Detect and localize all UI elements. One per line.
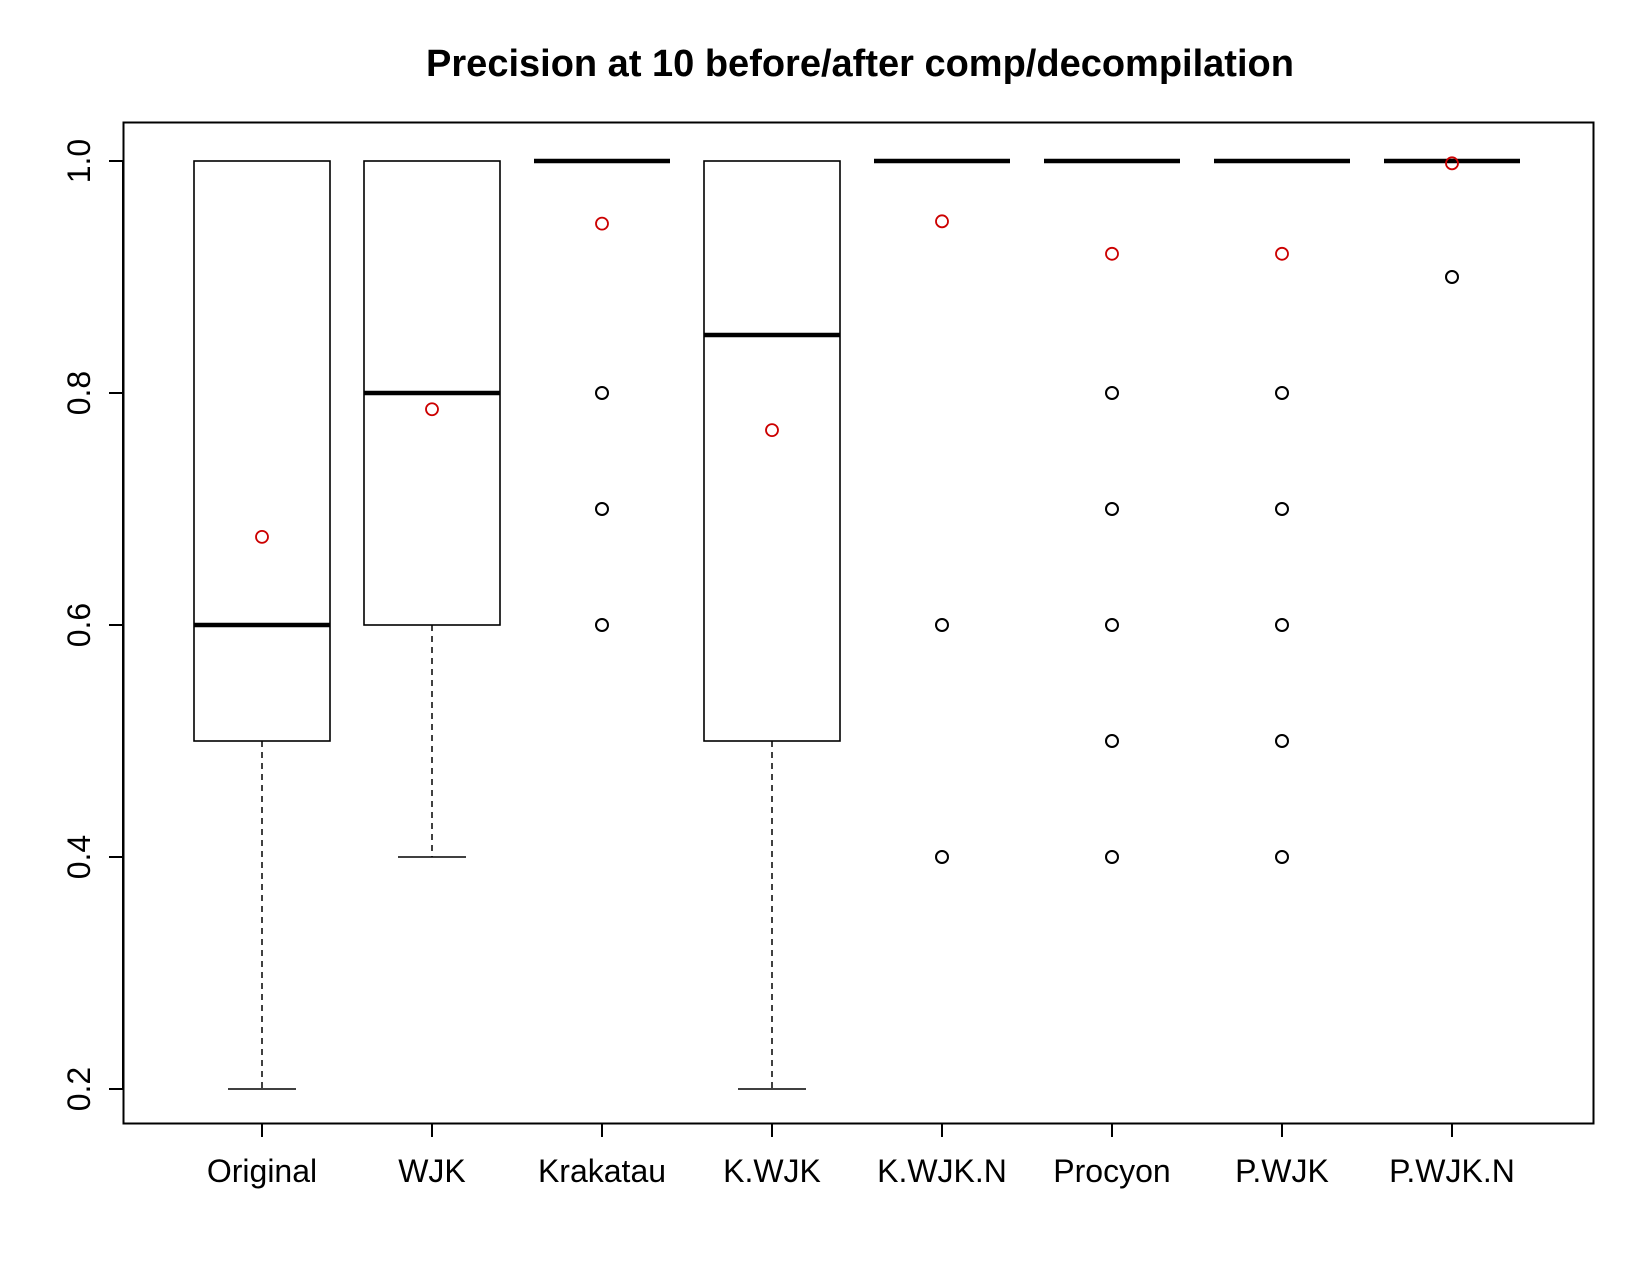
boxes-group — [193, 156, 1520, 1090]
x-tick-label: P.WJK — [1235, 1153, 1329, 1189]
mean-point — [595, 216, 609, 231]
outlier-point — [1275, 618, 1289, 632]
x-tick-label: Original — [207, 1153, 317, 1189]
chart-title: Precision at 10 before/after comp/decomp… — [426, 43, 1294, 85]
y-tick-label: 0.2 — [61, 1067, 97, 1111]
box-k-wjk — [703, 160, 841, 1090]
x-tick-label: Krakatau — [538, 1153, 666, 1189]
x-tick-label: P.WJK.N — [1389, 1153, 1515, 1189]
outlier-point — [1105, 502, 1119, 516]
outlier-point — [595, 618, 609, 632]
outlier-point — [595, 502, 609, 516]
box-krakatau — [534, 158, 670, 632]
mean-point — [1445, 156, 1459, 171]
outlier-point — [1275, 502, 1289, 516]
y-tick-label: 0.6 — [61, 603, 97, 647]
x-tick-label: WJK — [398, 1153, 466, 1189]
mean-point — [425, 402, 439, 417]
plot-frame — [122, 121, 1595, 1125]
box-k-wjk-n — [874, 158, 1010, 864]
outlier-point — [1275, 386, 1289, 400]
mean-point — [255, 529, 269, 544]
outlier-point — [935, 618, 949, 632]
outlier-point — [1105, 850, 1119, 864]
box-p-wjk — [1214, 158, 1350, 864]
outlier-point — [1105, 386, 1119, 400]
x-axis: Original WJK Krakatau K.WJK K.WJK.N Procyon P.… — [207, 1123, 1515, 1189]
outlier-point — [1105, 618, 1119, 632]
outlier-point — [935, 850, 949, 864]
outlier-point — [1105, 734, 1119, 748]
mean-point — [935, 214, 949, 229]
y-tick-label: 1.0 — [61, 139, 97, 183]
box-procyon — [1044, 158, 1180, 864]
x-tick-label: K.WJK — [723, 1153, 821, 1189]
outlier-point — [595, 386, 609, 400]
y-axis: 0.2 0.4 0.6 0.8 1.0 — [61, 139, 124, 1111]
mean-point — [1105, 246, 1119, 261]
y-tick-label: 0.8 — [61, 371, 97, 415]
outlier-point — [1275, 734, 1289, 748]
x-tick-label: K.WJK.N — [877, 1153, 1007, 1189]
outlier-point — [1445, 270, 1459, 284]
mean-point — [1275, 246, 1289, 261]
box-rect — [193, 160, 331, 742]
box-p-wjk-n — [1384, 156, 1520, 284]
x-tick-label: Procyon — [1053, 1153, 1170, 1189]
mean-point — [765, 423, 779, 438]
box-wjk — [363, 160, 501, 858]
box-original — [193, 160, 331, 1090]
box-rect — [703, 160, 841, 742]
outlier-point — [1275, 850, 1289, 864]
y-tick-label: 0.4 — [61, 835, 97, 879]
